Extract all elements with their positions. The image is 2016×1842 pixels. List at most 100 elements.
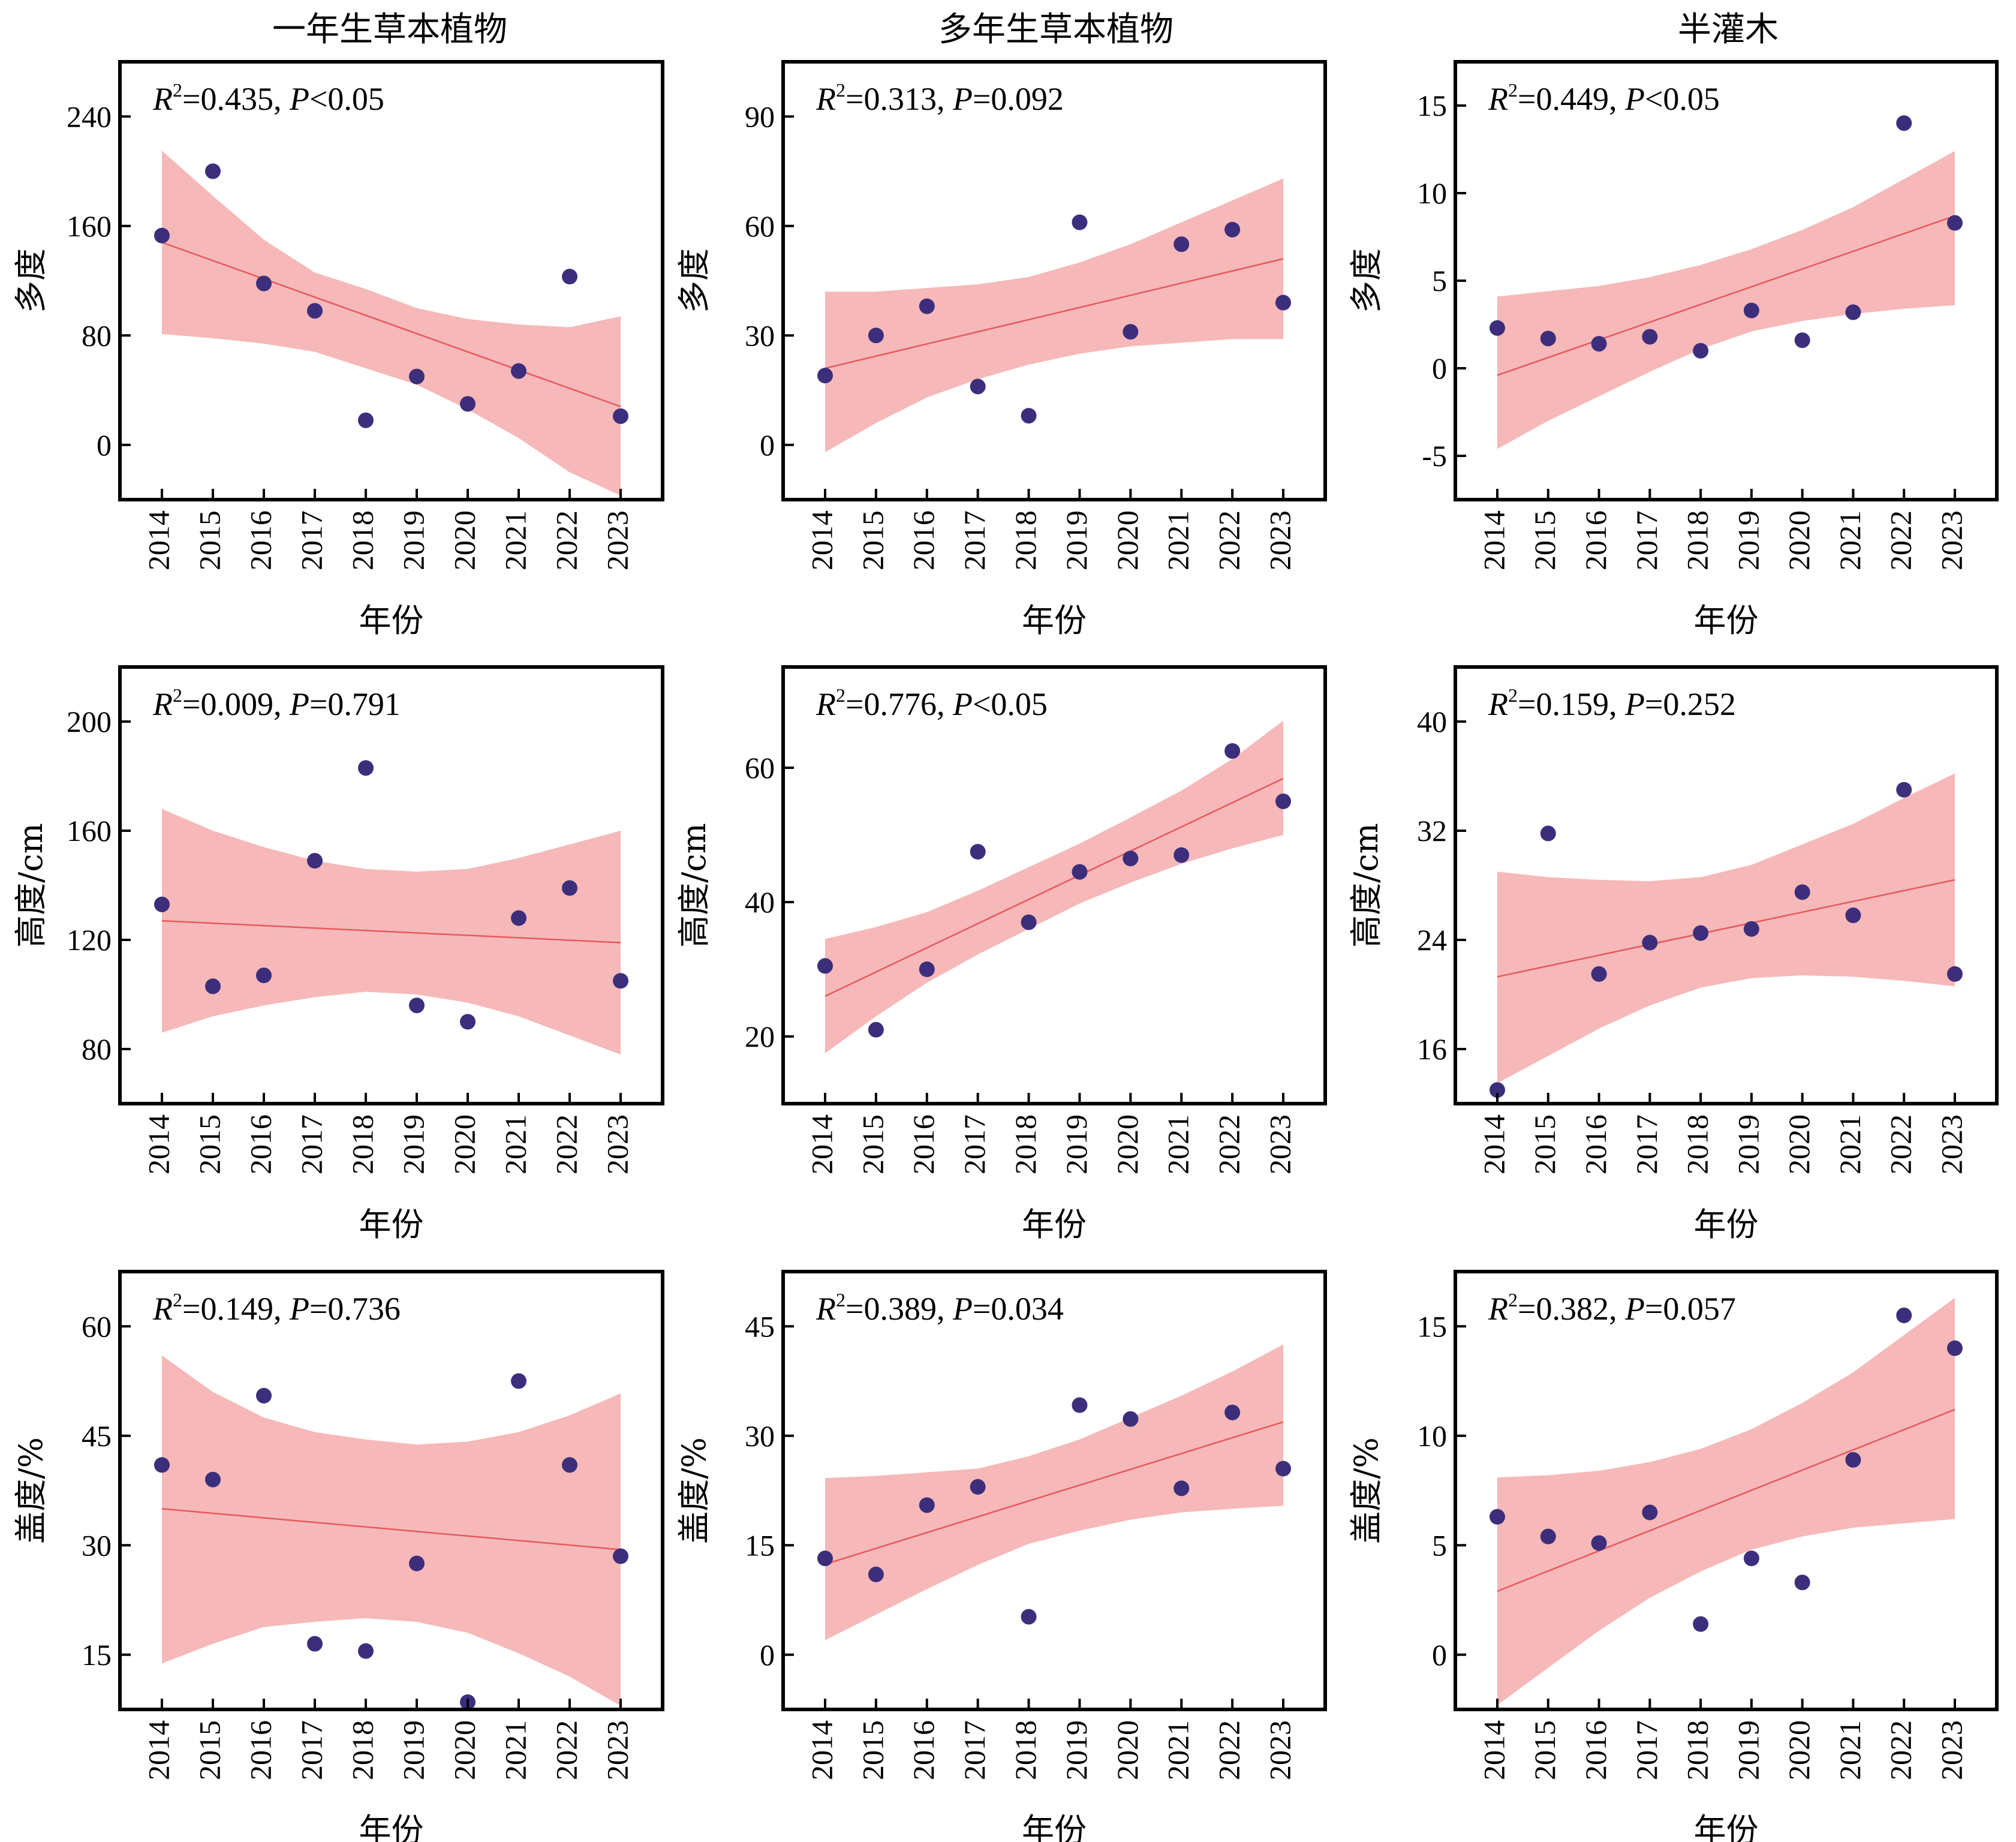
data-point-2023 [1947, 966, 1963, 982]
data-point-2018 [1021, 1609, 1037, 1625]
x-tick-label-2017: 2017 [1630, 1720, 1663, 1780]
x-tick-label-2023: 2023 [1934, 510, 1968, 570]
data-point-2019 [1072, 864, 1088, 880]
y-tick-label: 24 [1417, 923, 1447, 957]
data-point-2019 [409, 368, 425, 384]
data-point-2021 [511, 363, 526, 379]
data-point-2014 [817, 1550, 833, 1567]
x-tick-label-2017: 2017 [1630, 510, 1663, 570]
data-point-2017 [1642, 1504, 1658, 1521]
data-point-2023 [613, 408, 628, 424]
stat-annotation: R2=0.159, P=0.252 [1488, 684, 1736, 722]
x-tick-label-2020: 2020 [1782, 1720, 1816, 1780]
x-tick-label-2014: 2014 [1477, 1114, 1511, 1174]
x-axis-label: 年份 [1694, 1206, 1759, 1243]
x-tick-label-2019: 2019 [1731, 1114, 1765, 1174]
confidence-band [162, 1355, 621, 1706]
y-axis-label: 高度/cm [12, 823, 50, 948]
data-point-2018 [1693, 342, 1709, 359]
data-point-2022 [1224, 1404, 1241, 1420]
x-axis-label: 年份 [1694, 1811, 1759, 1842]
data-point-2020 [460, 396, 476, 412]
stat-annotation: R2=0.313, P=0.092 [816, 79, 1064, 117]
x-tick-label-2015: 2015 [1528, 510, 1561, 570]
x-tick-label-2022: 2022 [1884, 1114, 1918, 1174]
x-axis-label: 年份 [1022, 1811, 1087, 1842]
stat-annotation: R2=0.776, P<0.05 [816, 684, 1048, 722]
x-tick-label-2017: 2017 [958, 510, 991, 570]
plot-area [154, 760, 628, 1055]
data-point-2019 [1743, 921, 1759, 937]
data-point-2017 [970, 1479, 986, 1495]
x-axis-label: 年份 [359, 1206, 424, 1243]
x-tick-label-2023: 2023 [1263, 1114, 1296, 1174]
confidence-band [1497, 151, 1955, 449]
data-point-2023 [1275, 794, 1291, 809]
x-tick-label-2023: 2023 [1934, 1114, 1968, 1174]
data-point-2018 [1021, 914, 1037, 930]
y-axis-label: 盖度/% [12, 1437, 50, 1544]
x-tick-label-2016: 2016 [243, 1720, 277, 1780]
y-tick-label: 20 [745, 1020, 775, 1053]
x-tick-label-2014: 2014 [805, 510, 838, 570]
data-point-2017 [307, 853, 323, 869]
x-tick-label-2016: 2016 [907, 1720, 940, 1780]
x-tick-label-2021: 2021 [498, 1720, 532, 1780]
confidence-band [162, 151, 621, 496]
y-tick-label: 5 [1432, 1528, 1447, 1562]
x-axis-label: 年份 [1694, 602, 1759, 639]
data-point-2015 [868, 1566, 884, 1582]
data-point-2022 [1896, 1308, 1912, 1323]
data-point-2014 [154, 1457, 170, 1473]
data-point-2018 [358, 1643, 374, 1659]
x-tick-label-2023: 2023 [600, 1114, 634, 1174]
data-point-2020 [1794, 1574, 1810, 1591]
x-tick-label-2015: 2015 [856, 510, 889, 570]
y-tick-label: 30 [745, 1419, 775, 1453]
y-tick-label: 45 [82, 1419, 112, 1453]
x-tick-label-2019: 2019 [1060, 1114, 1093, 1174]
trend-line [161, 920, 621, 943]
data-point-2022 [1224, 221, 1241, 238]
y-tick-label: 160 [67, 814, 112, 848]
data-point-2020 [460, 1014, 476, 1030]
plot-frame [118, 1270, 664, 1711]
x-tick-label-2019: 2019 [1060, 510, 1093, 570]
x-tick-label-2014: 2014 [142, 510, 175, 570]
y-tick-label: 10 [1417, 1419, 1447, 1453]
x-tick-label-2017: 2017 [294, 510, 328, 570]
data-point-2018 [358, 760, 374, 776]
x-tick-label-2020: 2020 [1111, 510, 1144, 570]
y-tick-label: 160 [67, 209, 112, 243]
panel-r0c0: 0 80 160 240 2014 2015 2016 2017 2018 2019 2020 202… [12, 60, 664, 639]
data-point-2023 [1275, 295, 1291, 311]
y-tick-label: 90 [745, 100, 775, 133]
plot-frame [781, 1270, 1327, 1711]
data-point-2014 [1490, 1082, 1505, 1098]
y-tick-label: 80 [82, 318, 112, 352]
data-point-2017 [307, 303, 323, 319]
data-point-2014 [154, 896, 170, 912]
data-point-2014 [154, 227, 170, 244]
x-tick-label-2022: 2022 [549, 1114, 583, 1174]
x-tick-label-2020: 2020 [447, 1114, 481, 1174]
data-point-2020 [1123, 324, 1139, 340]
x-tick-label-2020: 2020 [1111, 1720, 1144, 1780]
data-point-2022 [562, 1457, 577, 1473]
y-tick-label: 0 [97, 428, 112, 462]
y-axis-label: 盖度/% [675, 1437, 713, 1544]
x-tick-label-2017: 2017 [1630, 1114, 1663, 1174]
x-tick-label-2018: 2018 [345, 1720, 379, 1780]
y-tick-label: 120 [67, 923, 112, 957]
data-point-2018 [358, 412, 374, 428]
x-tick-label-2015: 2015 [192, 1114, 226, 1174]
y-tick-label: 200 [67, 705, 112, 738]
data-point-2017 [1642, 934, 1658, 951]
y-axis-label: 高度/cm [675, 823, 713, 948]
data-point-2015 [868, 327, 884, 344]
plot-area [817, 720, 1291, 1053]
data-point-2016 [1591, 1535, 1607, 1551]
data-point-2015 [1540, 825, 1556, 842]
